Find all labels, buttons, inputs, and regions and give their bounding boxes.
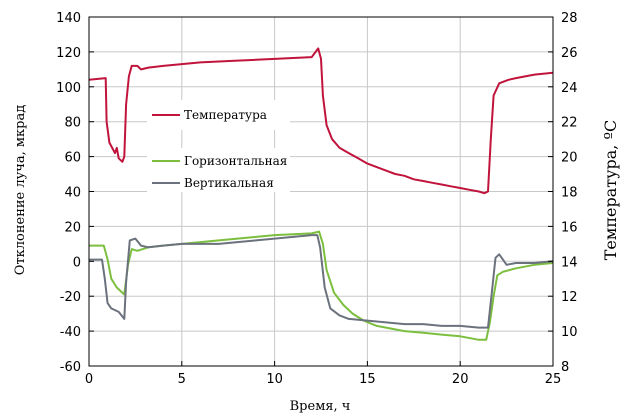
y-left-tick-label: 120	[56, 46, 81, 61]
y-left-tick-label: 0	[73, 255, 81, 270]
x-tick-label: 10	[266, 372, 283, 387]
y-right-tick-label: 8	[561, 360, 569, 375]
x-tick-label: 15	[359, 372, 376, 387]
legend-label-temperature: Температура	[184, 108, 267, 122]
y-axis-title-left: Отклонение луча, мкрад	[13, 105, 28, 275]
legend-label-vertical: Вертикальная	[184, 176, 274, 190]
series-line-temperature	[88, 47, 554, 195]
legend-box-bottom	[147, 148, 290, 192]
x-axis-title: Время, ч	[290, 399, 351, 414]
y-left-tick-label: 60	[64, 151, 81, 166]
y-left-tick-label: 100	[56, 81, 81, 96]
y-left-tick-label: 80	[64, 116, 81, 131]
y-left-tick-label: 140	[56, 11, 81, 26]
y-right-tick-label: 16	[561, 220, 578, 235]
legend: Температура Горизонтальная Вертикальная	[147, 100, 290, 192]
series-line-horizontal	[89, 230, 554, 341]
y-axis-title-right: Температура, ºC	[601, 120, 620, 260]
y-right-tick-label: 28	[561, 11, 578, 26]
x-tick-label: 5	[178, 372, 186, 387]
y-right-tick-label: 12	[561, 290, 578, 305]
y-left-tick-label: -20	[60, 290, 81, 305]
y-right-tick-label: 20	[561, 151, 578, 166]
y-right-tick-label: 10	[561, 325, 578, 340]
y-right-tick-label: 22	[561, 116, 578, 131]
series-layer	[88, 47, 554, 341]
x-tick-label: 25	[545, 372, 562, 387]
y-left-tick-label: -60	[60, 360, 81, 375]
series-line-vertical	[89, 234, 554, 329]
y-right-tick-label: 26	[561, 46, 578, 61]
x-tick-label: 20	[452, 372, 469, 387]
y-left-tick-label: 40	[64, 186, 81, 201]
y-left-tick-label: 20	[64, 220, 81, 235]
x-tick-label: 0	[85, 372, 93, 387]
legend-label-horizontal: Горизонтальная	[184, 154, 287, 168]
y-right-tick-label: 18	[561, 186, 578, 201]
y-left-tick-label: -40	[60, 325, 81, 340]
y-right-tick-label: 24	[561, 81, 578, 96]
ticks: 0 5 10 15 20 25 -60 -40 -20 0 20 40 60 80 100 120 140 8 10…	[56, 11, 577, 387]
y-right-tick-label: 14	[561, 255, 578, 270]
